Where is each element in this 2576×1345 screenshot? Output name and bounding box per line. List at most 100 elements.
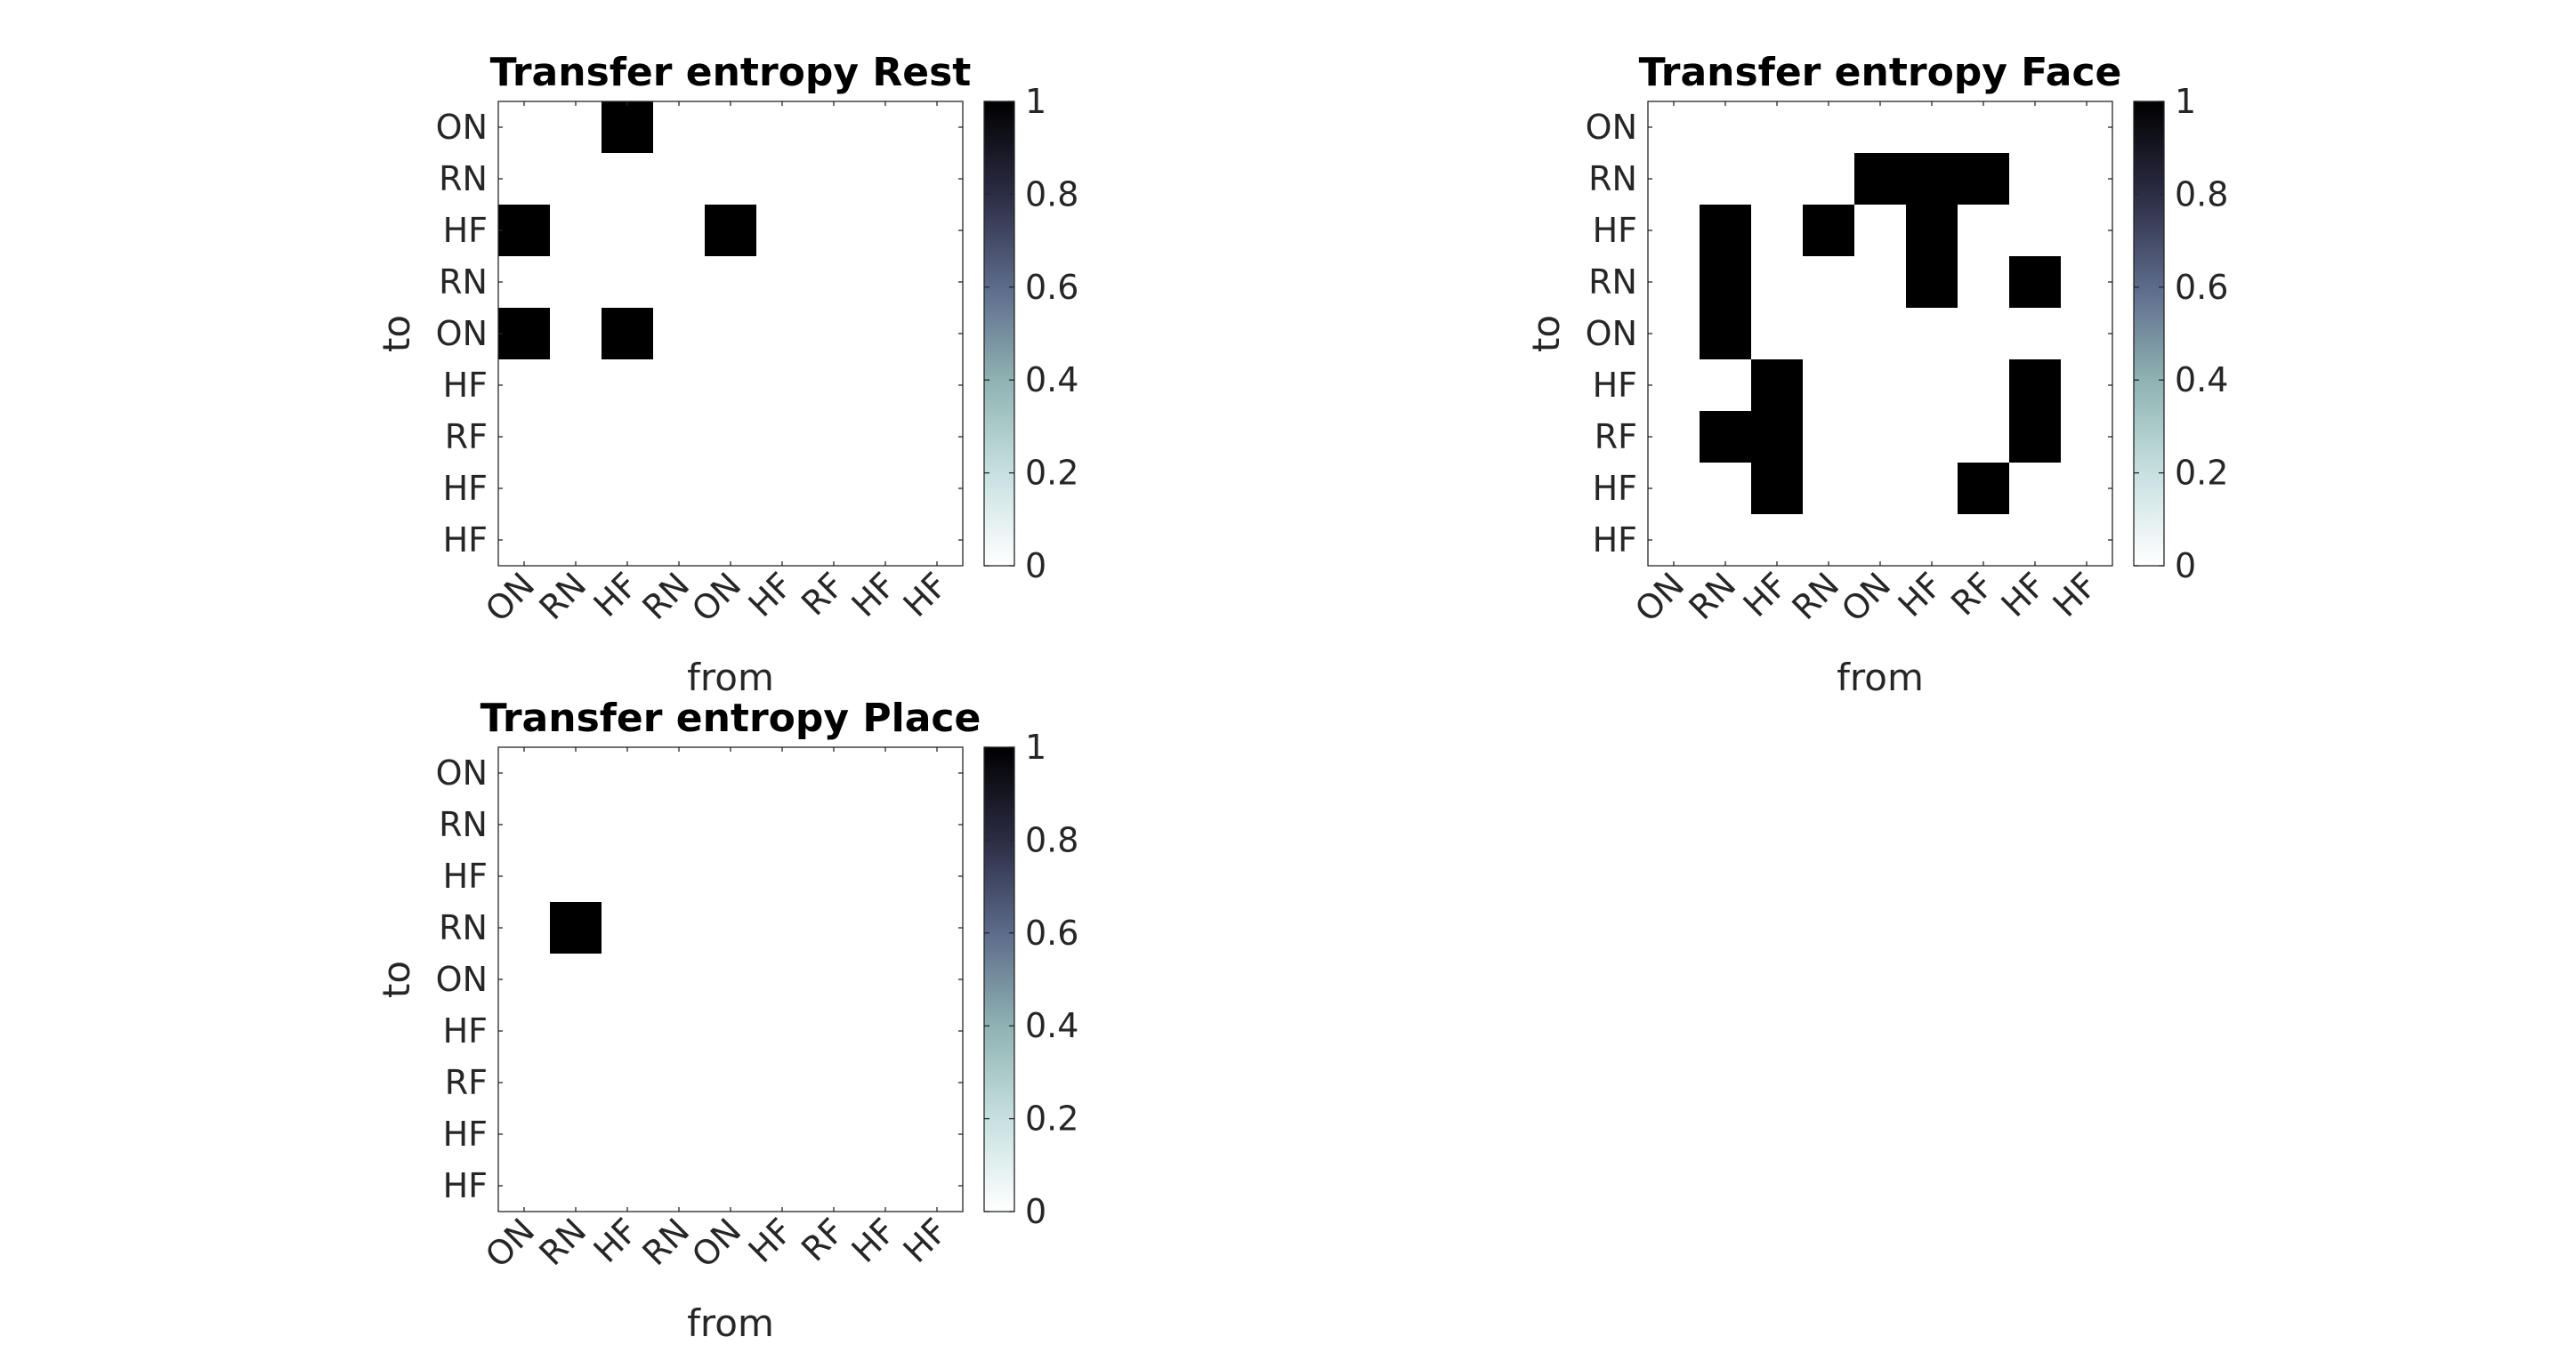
heatmap-cell [756,902,809,954]
heatmap-cell [911,747,964,800]
heatmap-cell [602,1057,654,1109]
heatmap-cell [1803,205,1855,257]
heatmap-cell [602,954,654,1006]
heatmap-cell [1958,308,2010,360]
heatmap-cell [705,463,757,515]
x-axis-label: from [1837,656,1924,699]
heatmap-cell [653,101,706,154]
heatmap-cell [2061,153,2113,205]
heatmap-cell [911,1057,964,1109]
heatmap-cell [602,411,654,463]
heatmap-cell [498,954,551,1006]
colorbar-tick-label: 0.8 [1025,174,1078,213]
y-tick-label: ON [436,960,488,999]
heatmap-cell [2009,359,2062,412]
heatmap-cell [550,308,602,360]
heatmap-cell [1803,411,1855,463]
heatmap-cell [1648,153,1700,205]
heatmap-cell [1854,411,1907,463]
heatmap-cell [550,902,602,954]
y-tick-label: ON [436,753,488,793]
y-tick-label: ON [436,108,488,147]
y-tick-label: HF [443,857,488,896]
heatmap-cell [498,902,551,954]
heatmap-cell [653,954,706,1006]
heatmap-cell [1700,514,1752,567]
heatmap-cell [860,1160,912,1212]
colorbar-tick-label: 0 [1025,1192,1046,1231]
heatmap-cell [911,1005,964,1058]
heatmap-cell [860,463,912,515]
heatmap-cell [2061,101,2113,154]
colorbar [984,747,1014,1212]
heatmap-cell [498,1057,551,1109]
heatmap-cell [2061,411,2113,463]
colorbar-tick-label: 0.6 [1025,268,1078,307]
colorbar-box [983,101,1015,567]
heatmap-cell [1906,256,1958,309]
heatmap-cell [653,205,706,257]
y-tick-label: HF [443,1166,488,1205]
heatmap-cell [1958,256,2010,309]
heatmap-cell [808,411,860,463]
heatmap-cell [911,1108,964,1161]
heatmap-cell [2009,153,2062,205]
heatmap-cell [911,359,964,412]
heatmap-cell [653,747,706,800]
heatmap-cell [1803,308,1855,360]
heatmap-cell [1751,308,1804,360]
heatmap-cell [860,514,912,567]
heatmap-cell [756,308,809,360]
heatmap-cell [653,256,706,309]
heatmap-cell [860,101,912,154]
heatmap-cell [2009,463,2062,515]
colorbar-box [2133,101,2165,567]
heatmap-cell [1906,514,1958,567]
heatmap-cell [2061,514,2113,567]
heatmap-cell [653,1005,706,1058]
heatmap-cell [1751,205,1804,257]
heatmap-cell [1700,359,1752,412]
heatmap-cell [1700,308,1752,360]
y-axis-label: to [1524,315,1568,352]
colorbar-tick-label: 1 [1025,82,1046,121]
heatmap-cell [1648,205,1700,257]
heatmap-cell [498,514,551,567]
heatmap-cell [756,463,809,515]
heatmap-cell [1751,463,1804,515]
heatmap-cell [1854,205,1907,257]
heatmap-cell [1751,514,1804,567]
heatmap-cell [1751,411,1804,463]
heatmap-cell [808,902,860,954]
heatmap-cell [756,101,809,154]
heatmap-cell [1751,101,1804,154]
colorbar-tick-label: 1 [1025,728,1046,767]
heatmap-cell [1803,514,1855,567]
colorbar [984,101,1014,566]
heatmap-cell [653,799,706,851]
heatmap-cell [602,1160,654,1212]
heatmap-cell [602,463,654,515]
colorbar-tick-label: 0.2 [2175,454,2228,493]
heatmap-cell [1648,463,1700,515]
y-axis-label: to [375,961,418,998]
heatmap-cell [550,1005,602,1058]
heatmap-cell [653,463,706,515]
y-tick-label: HF [1593,366,1637,405]
heatmap-cell [1854,153,1907,205]
heatmap-cell [1803,359,1855,412]
y-tick-label: HF [443,1115,488,1154]
chart-title: Transfer entropy Place [480,696,981,741]
heatmap-cell [860,205,912,257]
heatmap-cell [1958,101,2010,154]
y-tick-label: HF [1593,469,1637,508]
heatmap-panel-1: ONRNHFRNONHFRFHFHFONRNHFRNONHFRFHFHFTran… [375,50,1078,699]
heatmap-cell [550,1108,602,1161]
heatmap-cell [2009,101,2062,154]
heatmap-cell [602,1108,654,1161]
heatmap-cell [860,153,912,205]
y-tick-label: HF [443,366,488,405]
y-tick-label: ON [1586,314,1637,353]
heatmap-cell [1803,256,1855,309]
